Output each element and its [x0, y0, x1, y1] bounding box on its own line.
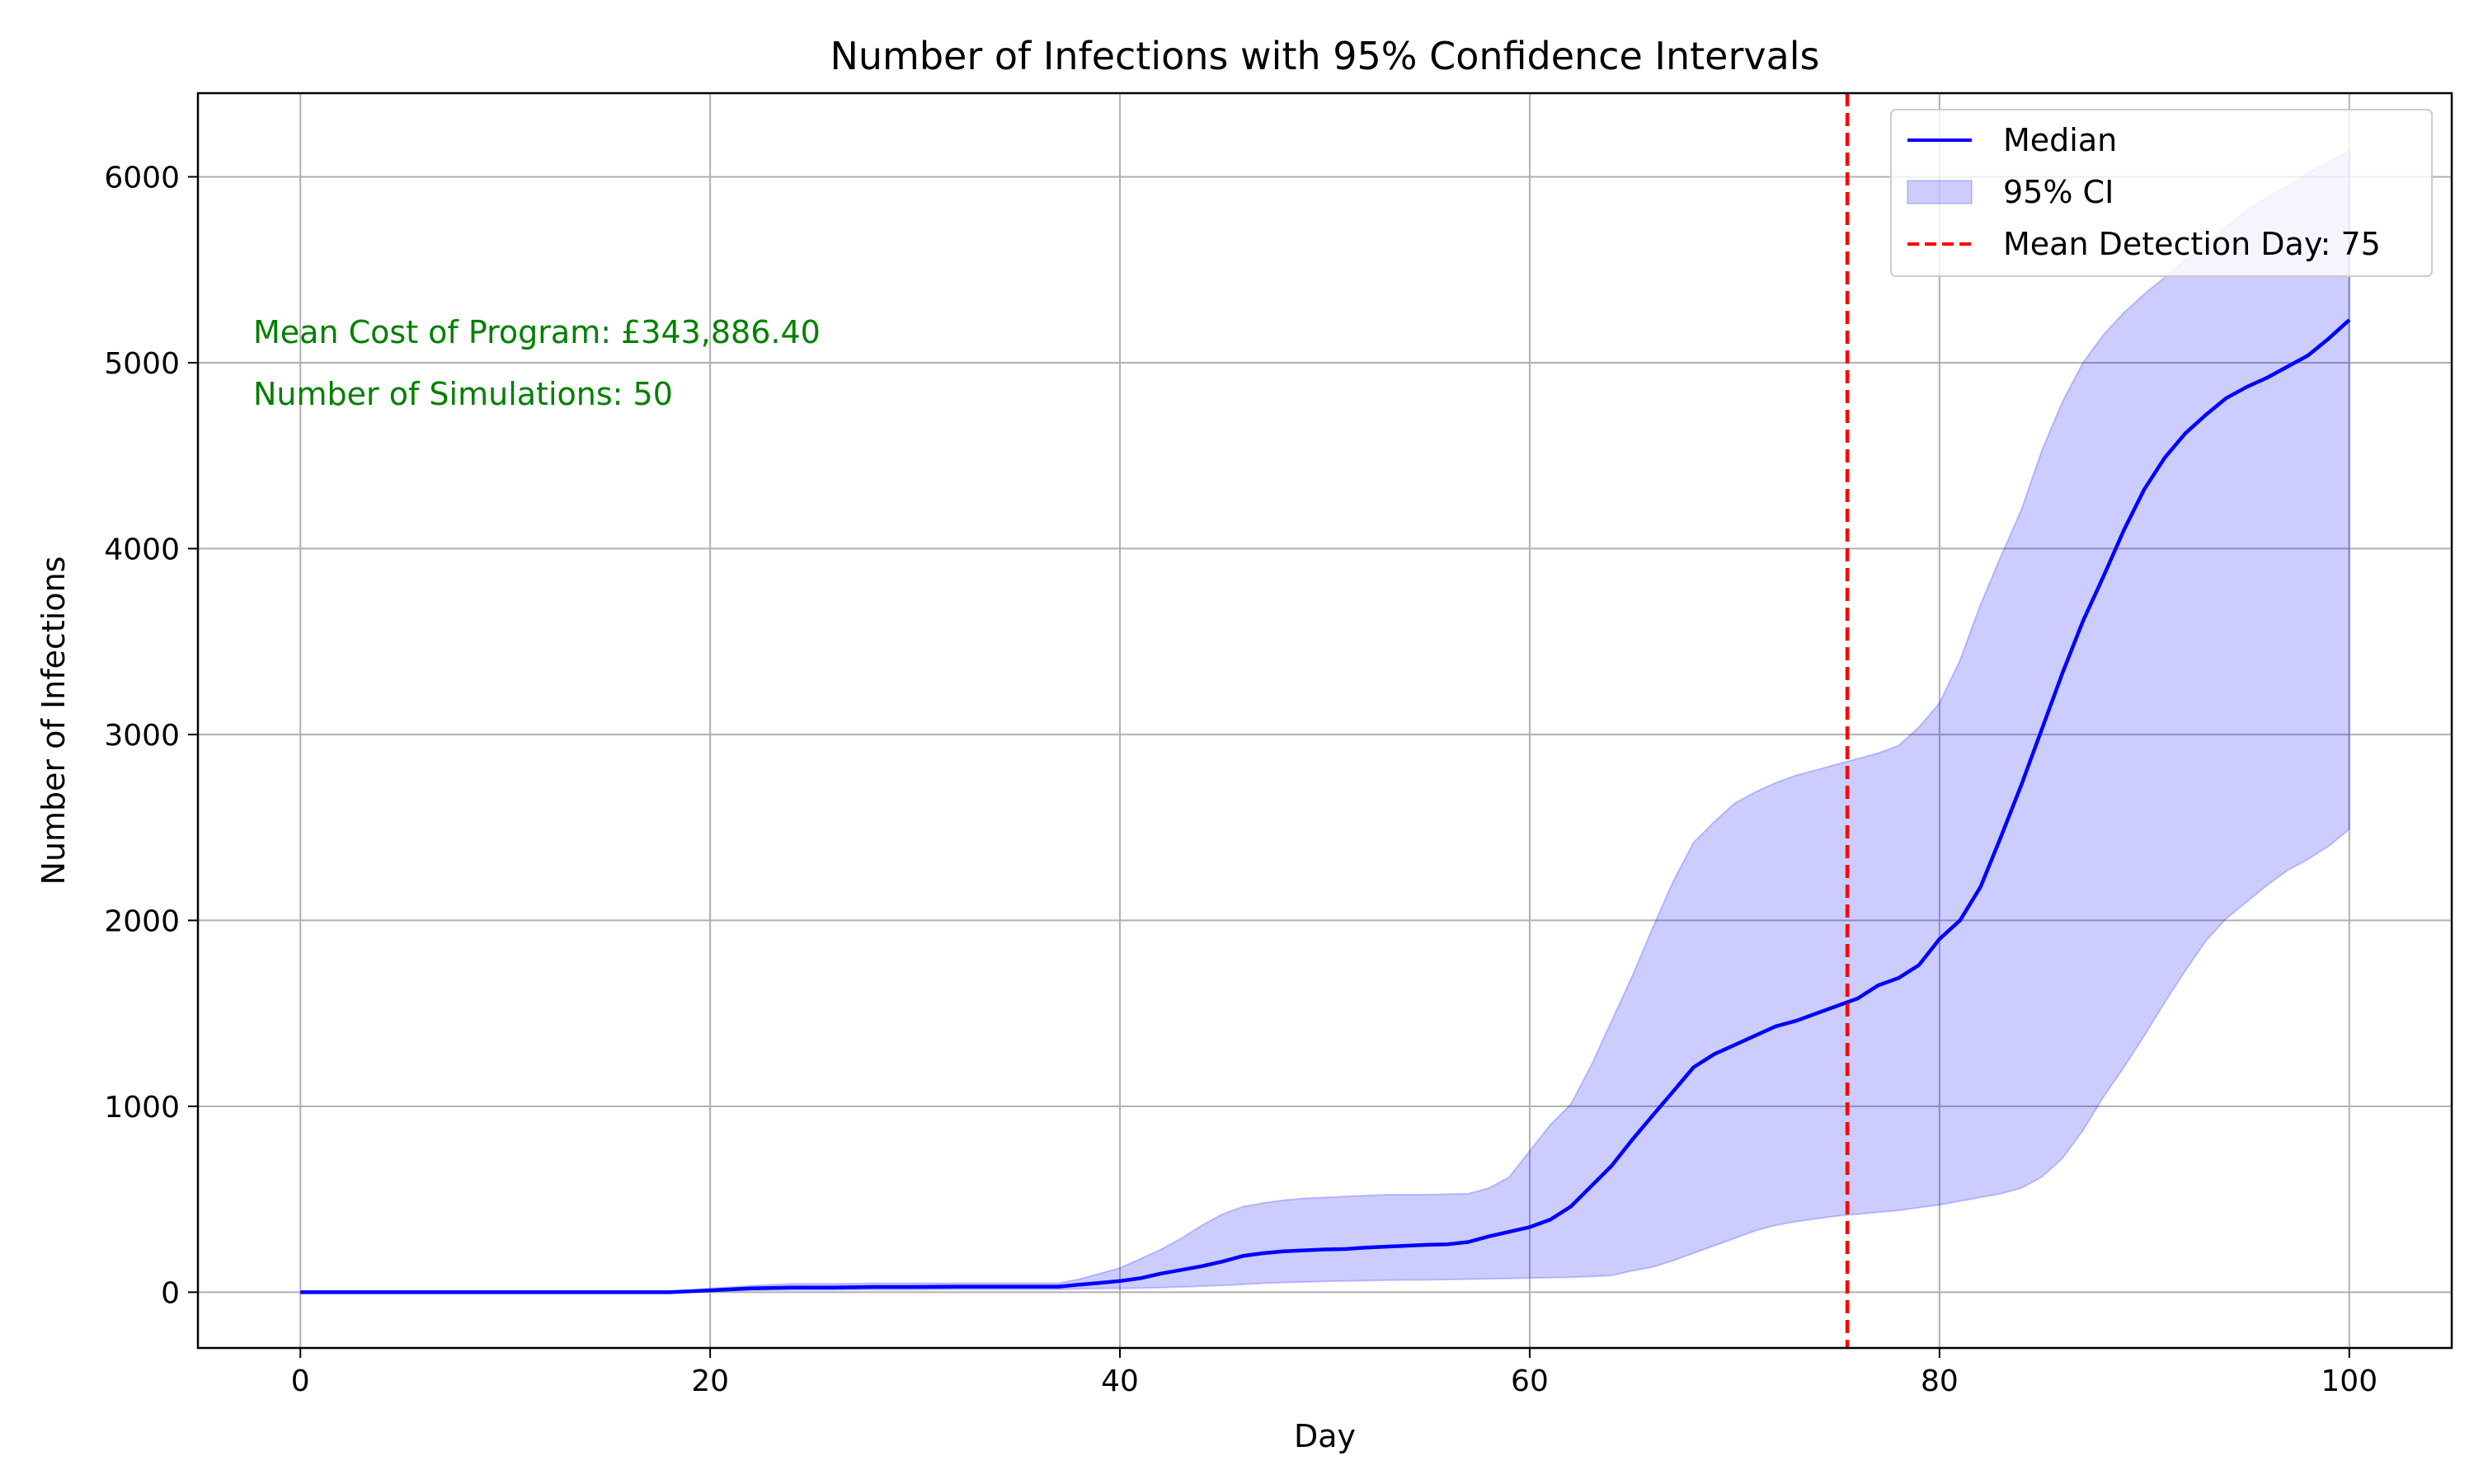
y-tick-label: 2000 [104, 904, 180, 938]
legend-ci-symbol [1907, 180, 1973, 204]
y-tick-label: 5000 [104, 347, 180, 381]
x-tick-label: 60 [1511, 1364, 1549, 1398]
x-tick-label: 80 [1921, 1364, 1959, 1398]
x-tick-label: 40 [1101, 1364, 1139, 1398]
grid [198, 93, 2452, 1348]
legend-box [1890, 109, 2433, 277]
y-tick-label: 6000 [104, 161, 180, 195]
plot-frame [196, 92, 2453, 1350]
legend-detection-label: Mean Detection Day: 75 [2003, 226, 2381, 262]
y-tick-label: 1000 [104, 1091, 180, 1125]
legend: Median 95% CI Mean Detection Day: 75 [1890, 109, 2433, 277]
x-tick-label: 0 [291, 1364, 310, 1398]
y-tick-label: 0 [161, 1276, 180, 1310]
annotation-mean-cost: Mean Cost of Program: £343,886.40 [253, 314, 821, 350]
y-tick-label: 3000 [104, 719, 180, 753]
y-tick-label: 4000 [104, 533, 180, 566]
x-axis-title: Day [1294, 1418, 1356, 1454]
median-line [300, 318, 2351, 1294]
x-tick-label: 100 [2321, 1364, 2378, 1398]
legend-ci-label: 95% CI [2003, 174, 2114, 210]
y-axis-title: Number of Infections [35, 556, 72, 885]
legend-median-label: Median [2003, 122, 2117, 158]
annotation-num-simulations: Number of Simulations: 50 [253, 376, 673, 412]
x-tick-label: 20 [691, 1364, 729, 1398]
median-line-layer [300, 318, 2351, 1294]
chart-title: Number of Infections with 95% Confidence… [830, 34, 1819, 78]
